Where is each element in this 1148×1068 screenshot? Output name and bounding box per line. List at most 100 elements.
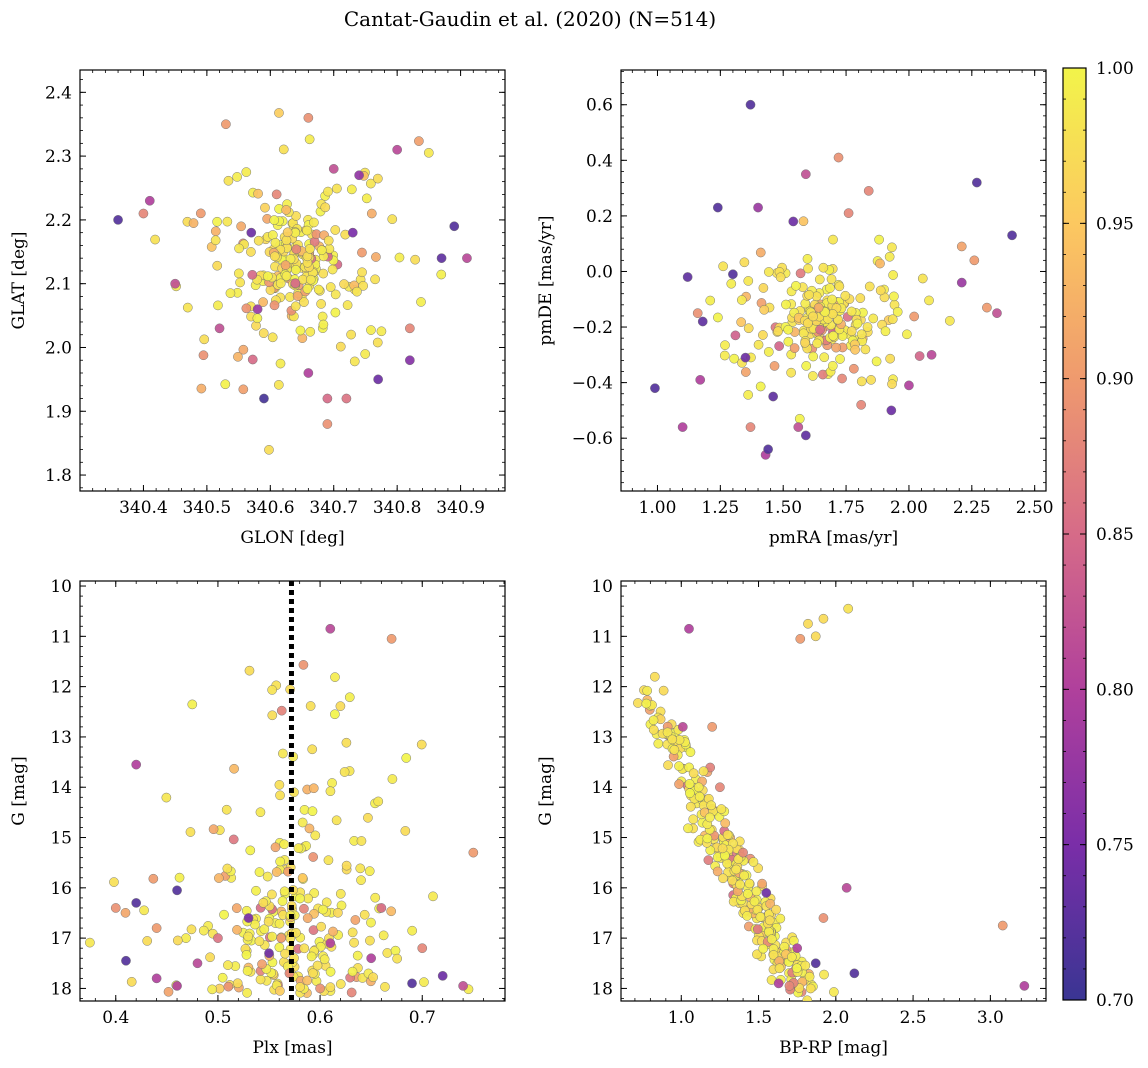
data-point [726,278,737,289]
data-point [341,393,352,404]
data-point [305,274,316,285]
y-tick-label: 1.9 [45,402,72,422]
data-point [704,812,715,823]
data-point [342,300,353,310]
data-point [225,288,236,298]
data-point [316,299,326,309]
data-point [800,337,810,348]
data-point [688,814,699,825]
data-point [731,864,742,875]
data-point [281,205,292,215]
data-point [295,325,306,336]
data-point [722,830,733,840]
data-point [219,909,229,920]
data-point [234,268,244,279]
data-point [863,186,874,196]
data-point [327,778,337,788]
data-point [684,623,694,634]
data-point [758,283,769,293]
data-point [235,277,245,288]
panel-glon-glat: 340.4 340.5 340.6 340.7 340.8 340.9 1.8 1.9 2.0 2… [9,69,506,548]
data-point [148,873,159,884]
data-point [172,935,183,946]
data-point [698,766,709,777]
data-point [692,308,703,318]
data-point [738,847,748,858]
data-point [253,188,263,199]
data-point [267,710,278,721]
y-tick-label: 11 [50,627,72,647]
x-tick-label: 2.50 [1016,498,1054,518]
data-point [325,982,336,993]
data-point [274,108,284,118]
data-point [736,295,747,305]
data-point [267,931,277,942]
plot-frame [620,580,1047,1002]
data-point [648,724,659,735]
data-point [299,903,309,914]
data-point [1007,230,1017,241]
y-tick-label: 16 [591,879,613,899]
data-point [325,786,336,797]
data-point [207,984,218,995]
data-point [695,375,706,385]
data-point [658,685,669,696]
colorbar-tick-label: 1.00 [1096,59,1134,79]
data-point [871,356,882,367]
data-point [887,242,897,253]
data-point [366,178,376,189]
data-point [410,254,420,265]
data-point [792,943,803,954]
data-point [685,801,696,812]
data-point [172,981,182,991]
data-point [743,323,754,334]
data-point [794,413,805,424]
data-point [223,981,234,992]
data-point [214,323,225,334]
data-point [781,299,791,310]
data-point [720,818,731,829]
x-tick-label: 340.6 [246,498,295,518]
y-tick-label: 2.3 [45,147,72,167]
data-point [247,354,258,365]
data-point [768,391,778,402]
x-axis-label: BP-RP [mag] [779,1038,888,1058]
x-tick-label: 2.5 [900,1008,927,1028]
data-point [298,660,309,670]
y-tick-label: 17 [591,929,613,949]
data-point [694,791,705,802]
data-point [238,384,249,395]
data-point [347,227,358,238]
y-tick-label: 13 [50,728,72,748]
data-point [764,915,775,926]
data-point [688,768,699,779]
data-point [192,958,203,969]
data-point [914,351,925,361]
data-point [818,913,829,923]
data-point [815,324,825,335]
data-point [739,257,750,268]
data-point [727,875,738,886]
data-point [208,824,219,835]
data-point [243,913,254,923]
data-point [752,924,763,935]
data-point [297,817,308,828]
data-point [684,779,695,789]
data-point [232,172,242,182]
data-point [834,281,845,292]
data-point [669,744,680,755]
data-point [170,278,180,289]
data-point [1019,981,1030,991]
data-point [803,318,813,329]
data-point [892,307,903,317]
data-point [318,319,329,330]
y-tick-label: −0.2 [572,318,613,338]
data-point [852,318,863,329]
data-point [387,214,398,224]
data-point [436,253,447,263]
data-point [339,767,350,777]
data-point [270,237,281,248]
data-point [258,297,268,307]
data-point [768,950,779,960]
